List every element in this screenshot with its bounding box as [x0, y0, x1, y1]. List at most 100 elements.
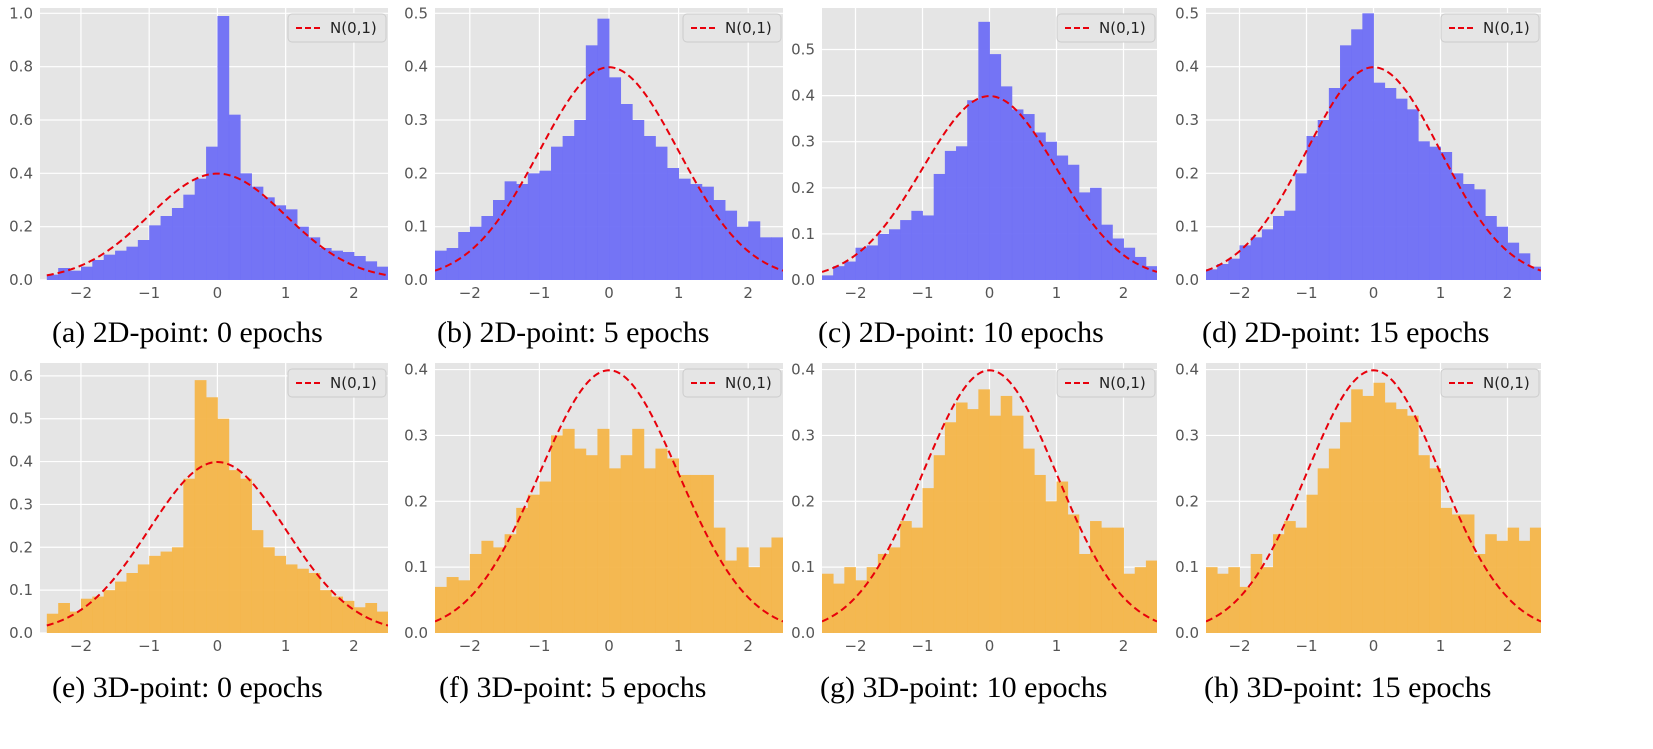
- histogram-bar: [701, 186, 714, 280]
- y-tick-label: 0.4: [1175, 361, 1199, 379]
- x-tick-label: −2: [459, 637, 481, 655]
- histogram-bar: [319, 248, 332, 280]
- histogram-bar: [1418, 141, 1430, 280]
- histogram-bar: [1145, 266, 1157, 280]
- y-tick-label: 0.1: [791, 225, 815, 243]
- normal-curve: [435, 369, 783, 623]
- histogram-bar: [748, 221, 761, 280]
- histogram-bar: [562, 136, 575, 280]
- histogram-bar: [1496, 226, 1508, 280]
- x-tick-label: −2: [1228, 637, 1250, 655]
- legend-label: N(0,1): [330, 374, 377, 392]
- histogram-bar: [376, 611, 388, 633]
- histogram-bar: [103, 254, 116, 280]
- caption-e: (e) 3D-point: 0 epochs: [52, 671, 323, 704]
- histogram-bar: [655, 146, 668, 280]
- histogram-bar: [1295, 173, 1307, 280]
- histogram-bar: [956, 402, 968, 633]
- histogram-bar: [1101, 224, 1113, 280]
- histogram-bar: [1090, 521, 1102, 633]
- x-tick-label: 2: [743, 637, 753, 655]
- histogram-bar: [1123, 247, 1136, 280]
- histogram-bar: [319, 590, 332, 633]
- histogram-bar: [748, 567, 761, 633]
- legend-box: [1056, 13, 1156, 43]
- y-tick-label: 0.2: [9, 218, 33, 236]
- histogram-bar: [92, 596, 105, 633]
- histogram-panel-b: −2 −1 0 1 2 0.0 0.1 0.2 0.3 0.4 0.5 N(0,1) (b) 2D-p…: [395, 0, 785, 360]
- histogram-bar: [1056, 155, 1069, 280]
- y-tick-label: 0.5: [1175, 4, 1199, 22]
- histogram-bar: [493, 547, 506, 633]
- histogram-bar: [933, 455, 946, 633]
- histogram-bar: [1145, 560, 1157, 633]
- histogram-panel-d: −2 −1 0 1 2 0.0 0.1 0.2 0.3 0.4 0.5 N(0,1) (d) 2D-p…: [1162, 0, 1553, 360]
- histogram-bar: [183, 194, 196, 280]
- histogram-bar: [989, 54, 1002, 280]
- histogram-bar: [446, 577, 459, 633]
- histogram-bar: [1440, 507, 1453, 633]
- x-tick-label: −2: [1228, 284, 1250, 302]
- histogram-plot-h: −2 −1 0 1 2 0.0 0.1 0.2 0.3 0.4 N(0,1): [1175, 361, 1541, 655]
- histogram-bar: [481, 216, 494, 280]
- histogram-bar: [822, 275, 834, 280]
- histogram-bar: [504, 534, 517, 633]
- histogram-bar: [866, 567, 879, 633]
- legend-label: N(0,1): [330, 19, 377, 37]
- histogram-bar: [643, 468, 656, 633]
- histogram-bar: [69, 611, 82, 633]
- histogram-bar: [1529, 266, 1541, 280]
- histogram-bar: [1134, 256, 1147, 280]
- histogram-bar: [46, 274, 59, 280]
- histogram-bar: [126, 573, 139, 633]
- histogram-bar: [285, 564, 298, 633]
- histogram-bar: [562, 428, 575, 633]
- x-tick-label: 0: [604, 637, 614, 655]
- histogram-bar: [944, 150, 957, 280]
- histogram-bar: [900, 521, 912, 633]
- histogram-bar: [1261, 229, 1274, 280]
- histogram-plot-c: −2 −1 0 1 2 0.0 0.1 0.2 0.3 0.4 0.5 N(0,1): [791, 8, 1157, 302]
- histogram-plot-d: −2 −1 0 1 2 0.0 0.1 0.2 0.3 0.4 0.5 N(0,1): [1175, 4, 1541, 302]
- histogram-bar: [1451, 514, 1464, 633]
- normal-curve: [822, 369, 1157, 623]
- histogram-bar: [262, 197, 275, 280]
- histogram-bar: [1362, 13, 1374, 280]
- histogram-bar: [911, 527, 923, 633]
- histogram-bar: [1000, 395, 1013, 633]
- x-tick-label: 2: [1503, 637, 1513, 655]
- histogram-bar: [855, 247, 868, 280]
- histogram-bar: [678, 178, 691, 280]
- caption-a: (a) 2D-point: 0 epochs: [52, 316, 323, 349]
- histogram-bar: [481, 540, 494, 633]
- histogram-bar: [1518, 540, 1531, 633]
- histogram-bar: [353, 607, 366, 633]
- y-tick-label: 0.3: [404, 426, 428, 444]
- y-tick-label: 0.1: [404, 218, 428, 236]
- histogram-bar: [58, 268, 70, 280]
- histogram-bar: [1485, 216, 1497, 280]
- histogram-bar: [585, 45, 598, 280]
- legend-label: N(0,1): [1483, 19, 1530, 37]
- histogram-bar: [1407, 415, 1419, 633]
- y-tick-label: 0.3: [1175, 111, 1199, 129]
- histogram-bar: [933, 173, 946, 280]
- caption-g: (g) 3D-point: 10 epochs: [820, 671, 1108, 704]
- histogram-bar: [736, 226, 749, 280]
- histogram-bar: [297, 226, 309, 280]
- histogram-bar: [609, 468, 622, 633]
- y-tick-label: 0.4: [791, 361, 815, 379]
- histogram-bar: [1090, 187, 1102, 280]
- histogram-bar: [1373, 82, 1386, 280]
- histogram-bar: [160, 216, 173, 280]
- histogram-bar: [160, 551, 173, 633]
- histogram-bar: [1067, 514, 1080, 633]
- histogram-bar: [771, 537, 783, 633]
- y-tick-label: 0.0: [9, 271, 33, 289]
- x-tick-label: 0: [1369, 284, 1379, 302]
- x-tick-label: 1: [1052, 637, 1062, 655]
- histogram-bar: [331, 596, 343, 633]
- histogram-bar: [713, 527, 726, 633]
- histogram-bar: [1206, 567, 1218, 633]
- x-tick-label: 0: [985, 637, 995, 655]
